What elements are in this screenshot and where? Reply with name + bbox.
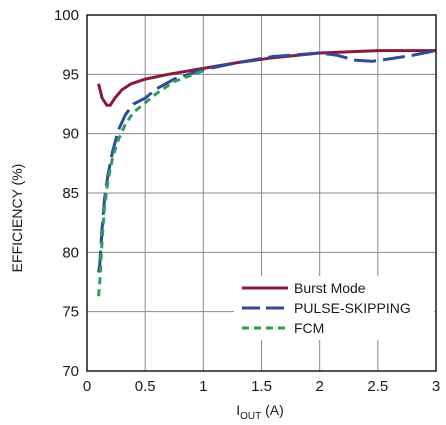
- y-axis-title: EFFICIENCY (%): [9, 164, 25, 273]
- legend-label: Burst Mode: [294, 280, 366, 296]
- x-axis-title: IOUT (A): [236, 402, 284, 422]
- series-layer: [97, 49, 437, 297]
- x-tick-label: 1.5: [251, 378, 272, 395]
- x-tick-label: 2: [315, 378, 323, 395]
- legend: Burst Mode PULSE-SKIPPING FCM: [234, 276, 434, 340]
- x-axis-ticks: 0 0.5 1 1.5 2 2.5 3: [83, 378, 440, 395]
- x-axis-title-unit: (A): [261, 402, 284, 418]
- y-axis-ticks: 70 75 80 85 90 95 100: [54, 7, 79, 380]
- y-tick-label: 70: [62, 363, 79, 380]
- x-axis-title-main: I: [236, 402, 240, 418]
- y-tick-label: 100: [54, 7, 79, 24]
- series-line-fcm: [97, 69, 204, 297]
- x-tick-label: 1: [199, 378, 207, 395]
- legend-label: PULSE-SKIPPING: [294, 300, 411, 316]
- y-tick-label: 75: [62, 304, 79, 321]
- y-tick-label: 85: [62, 185, 79, 202]
- plot-frame: [86, 14, 437, 372]
- x-tick-label: 0.5: [135, 378, 156, 395]
- y-tick-label: 95: [62, 66, 79, 83]
- x-tick-label: 0: [83, 378, 91, 395]
- series-line-pulse-skipping: [97, 49, 437, 273]
- x-tick-label: 3: [432, 378, 440, 395]
- y-tick-label: 90: [62, 126, 79, 143]
- x-tick-label: 2.5: [367, 378, 388, 395]
- y-tick-label: 80: [62, 244, 79, 261]
- x-axis-title-subscript: OUT: [240, 411, 261, 422]
- legend-label: FCM: [294, 320, 324, 336]
